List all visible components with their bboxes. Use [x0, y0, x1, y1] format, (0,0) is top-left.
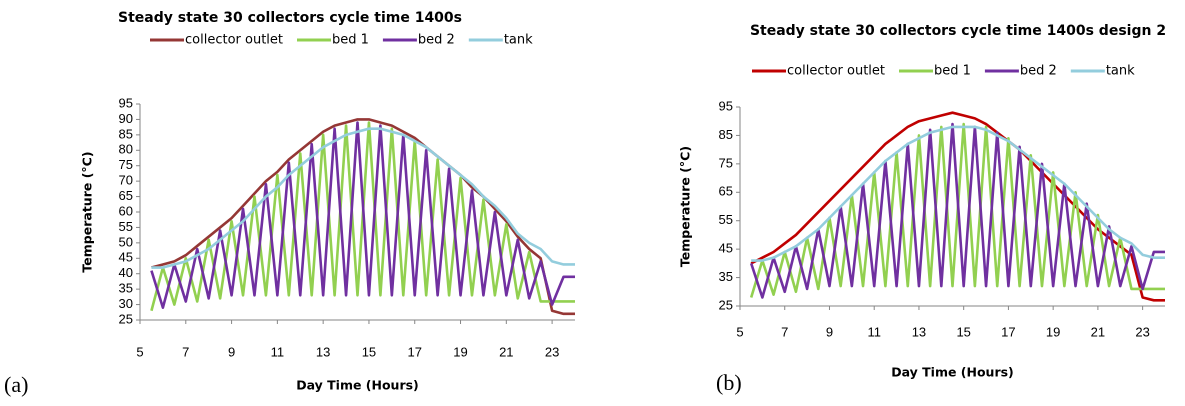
x-tick-label: 7: [781, 324, 788, 339]
y-tick-label: 55: [719, 212, 733, 227]
legend-label: collector outlet: [787, 64, 885, 79]
legend-label: bed 2: [418, 33, 455, 48]
y-tick-label: 25: [119, 311, 133, 326]
x-tick-label: 21: [1091, 324, 1105, 339]
x-tick-label: 17: [408, 344, 422, 359]
y-tick-label: 50: [119, 234, 133, 249]
panel-label: (b): [716, 370, 742, 395]
x-tick-label: 17: [1001, 324, 1015, 339]
x-tick-label: 13: [912, 324, 926, 339]
x-tick-label: 23: [545, 344, 559, 359]
y-tick-label: 45: [719, 241, 733, 256]
series-line: [151, 118, 575, 316]
x-tick-label: 15: [362, 344, 376, 359]
y-tick-label: 25: [719, 297, 733, 312]
y-axis-title: Temperature (°C): [80, 151, 95, 272]
x-tick-label: 5: [736, 324, 743, 339]
x-tick-label: 19: [1046, 324, 1060, 339]
y-tick-label: 80: [119, 142, 133, 157]
y-tick-label: 55: [119, 219, 133, 234]
legend-label: tank: [1106, 64, 1135, 79]
series-line: [151, 127, 575, 269]
x-tick-label: 7: [182, 344, 189, 359]
series-line: [751, 125, 1165, 262]
y-tick-label: 30: [119, 296, 133, 311]
y-tick-label: 65: [119, 188, 133, 203]
x-tick-label: 23: [1135, 324, 1149, 339]
chart-title: Steady state 30 collectors cycle time 14…: [118, 10, 462, 26]
chart-title: Steady state 30 collectors cycle time 14…: [750, 23, 1166, 39]
y-tick-label: 75: [719, 155, 733, 170]
x-tick-label: 15: [956, 324, 970, 339]
legend-label: bed 1: [332, 33, 369, 48]
y-tick-label: 65: [719, 184, 733, 199]
y-tick-label: 35: [119, 281, 133, 296]
y-axis-title: Temperature (°C): [678, 146, 693, 267]
legend-label: tank: [504, 33, 533, 48]
x-tick-label: 5: [136, 344, 143, 359]
y-tick-label: 95: [119, 95, 133, 110]
y-tick-label: 85: [719, 127, 733, 142]
x-axis-title: Day Time (Hours): [296, 378, 419, 393]
y-tick-label: 75: [119, 157, 133, 172]
x-tick-label: 13: [316, 344, 330, 359]
y-tick-label: 85: [119, 126, 133, 141]
panel-label: (a): [4, 372, 28, 397]
x-axis-title: Day Time (Hours): [891, 365, 1014, 380]
legend-label: bed 1: [934, 64, 971, 79]
legend-label: collector outlet: [185, 33, 283, 48]
x-tick-label: 19: [453, 344, 467, 359]
y-tick-label: 45: [119, 250, 133, 265]
y-tick-label: 90: [119, 111, 133, 126]
x-tick-label: 11: [271, 344, 285, 359]
x-tick-label: 21: [499, 344, 513, 359]
y-tick-label: 95: [719, 98, 733, 113]
y-tick-label: 40: [119, 265, 133, 280]
y-tick-label: 35: [719, 269, 733, 284]
y-tick-label: 70: [119, 173, 133, 188]
x-tick-label: 9: [228, 344, 235, 359]
x-tick-label: 9: [826, 324, 833, 339]
x-tick-label: 11: [867, 324, 881, 339]
y-tick-label: 60: [119, 203, 133, 218]
series-line: [749, 122, 1165, 299]
series-line: [150, 121, 575, 309]
legend-label: bed 2: [1020, 64, 1057, 79]
